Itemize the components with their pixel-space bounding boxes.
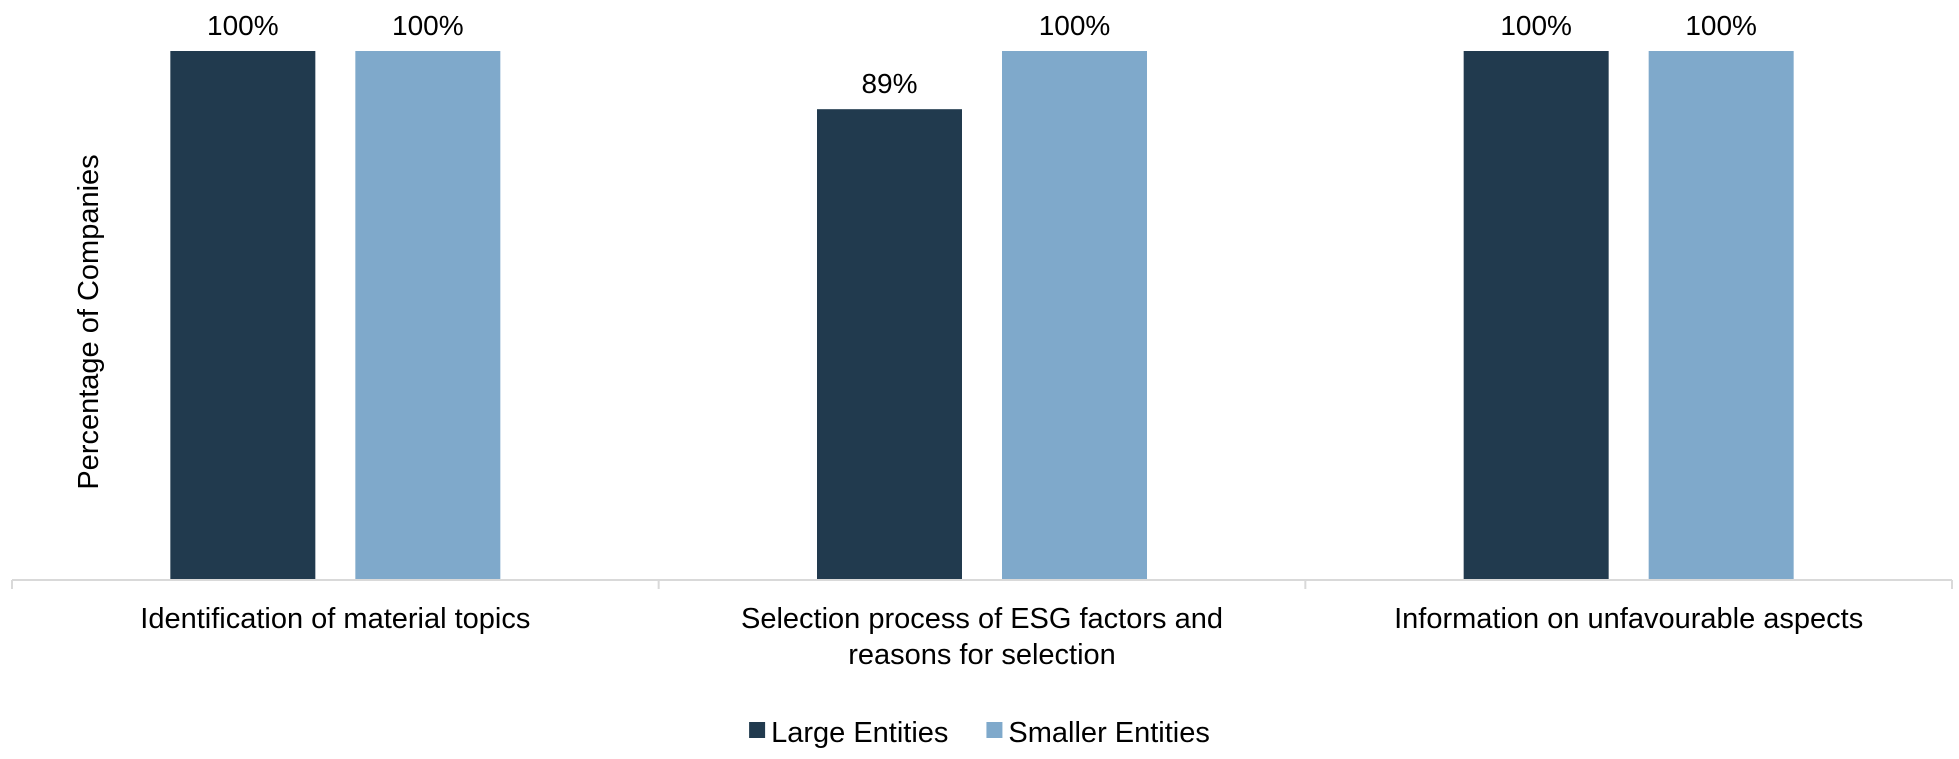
data-label-smaller-2: 100%	[1685, 10, 1757, 41]
x-tick-label-1-line-0: Selection process of ESG factors and	[741, 603, 1223, 635]
bar-large-0	[170, 51, 316, 580]
bars-layer	[170, 51, 1794, 580]
x-tick-label-1-line-1: reasons for selection	[848, 639, 1116, 671]
x-tick-label-0-line-0: Identification of material topics	[140, 603, 530, 635]
bar-smaller-2	[1648, 51, 1794, 580]
legend-swatch-smaller	[986, 722, 1003, 738]
legend-swatch-large	[749, 722, 766, 738]
data-label-smaller-1: 100%	[1039, 10, 1111, 41]
legend: Large Entities Smaller Entities	[749, 717, 1210, 749]
x-axis	[11, 579, 1953, 589]
data-label-large-0: 100%	[207, 10, 279, 41]
x-tick-labels: Identification of material topics Selecti…	[140, 603, 1863, 671]
data-labels-layer: 100% 100% 89% 100% 100% 100%	[207, 10, 1757, 99]
data-label-large-1: 89%	[861, 68, 917, 99]
bar-large-1	[817, 109, 962, 580]
legend-label-large: Large Entities	[771, 717, 948, 749]
bar-large-2	[1463, 51, 1609, 580]
data-label-large-2: 100%	[1500, 10, 1572, 41]
bar-smaller-1	[1002, 51, 1147, 580]
x-tick-label-2-line-0: Information on unfavourable aspects	[1394, 603, 1863, 635]
y-axis-title: Percentage of Companies	[73, 154, 105, 489]
bar-smaller-0	[355, 51, 501, 580]
data-label-smaller-0: 100%	[392, 10, 464, 41]
legend-label-smaller: Smaller Entities	[1008, 717, 1209, 749]
